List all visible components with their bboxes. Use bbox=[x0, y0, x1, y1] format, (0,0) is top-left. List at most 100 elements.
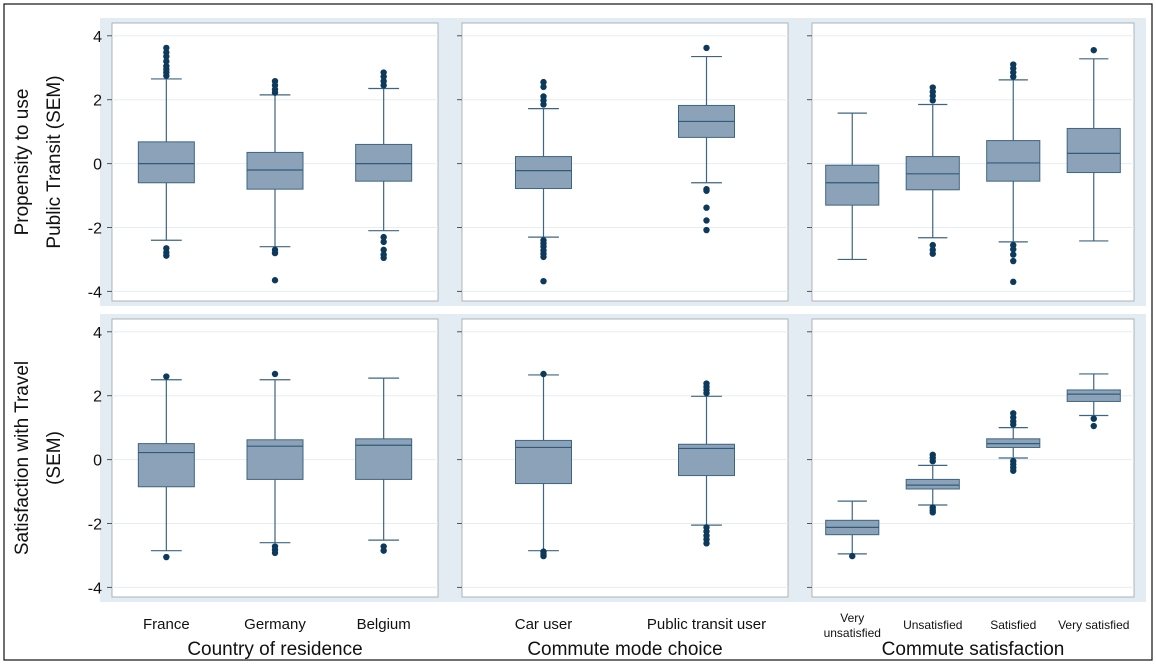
outlier-point bbox=[929, 250, 936, 257]
outlier-point bbox=[703, 44, 710, 52]
y-tick-label: 4 bbox=[93, 325, 102, 342]
y-tick-label: -4 bbox=[88, 580, 102, 597]
x-category-label: Very satisfied bbox=[1058, 618, 1129, 632]
outlier-point bbox=[380, 238, 387, 246]
outlier-point bbox=[271, 277, 279, 284]
y-tick-label: 0 bbox=[93, 157, 102, 174]
outlier-point bbox=[1010, 278, 1017, 286]
box-r0-c2-2 bbox=[986, 61, 1041, 286]
outlier-point bbox=[271, 249, 279, 257]
y-axis-title-line: Satisfaction with Travel bbox=[12, 361, 33, 555]
box-r1-c1-0 bbox=[515, 370, 572, 560]
outlier-point bbox=[380, 246, 387, 254]
x-category-label: Very bbox=[840, 611, 864, 625]
outlier-point bbox=[540, 93, 547, 100]
box-r0-c2-0 bbox=[825, 112, 880, 261]
outlier-point bbox=[1090, 422, 1097, 430]
outlier-point bbox=[929, 509, 936, 516]
outlier-point bbox=[703, 226, 710, 234]
outlier-point bbox=[849, 552, 856, 560]
outlier-point bbox=[163, 44, 170, 52]
y-axis-title-line: (SEM) bbox=[44, 431, 65, 485]
outlier-point bbox=[540, 253, 547, 261]
outlier-point bbox=[929, 97, 936, 104]
x-category-label: Unsatisfied bbox=[903, 618, 962, 632]
y-tick-label: -4 bbox=[88, 284, 102, 301]
outlier-point bbox=[380, 547, 387, 554]
box-r1-c2-0 bbox=[825, 500, 880, 560]
outlier-point bbox=[271, 370, 279, 378]
box-r1-c2-1 bbox=[905, 451, 960, 516]
x-category-label: unsatisfied bbox=[824, 626, 881, 640]
y-tick-label: 4 bbox=[93, 29, 102, 46]
box-r0-c2-3 bbox=[1066, 46, 1121, 242]
box-r1-c1-1 bbox=[678, 380, 735, 547]
outlier-point bbox=[1010, 257, 1017, 265]
plot-area-r0-c1 bbox=[461, 22, 789, 302]
outlier-point bbox=[271, 549, 279, 557]
outlier-point bbox=[163, 58, 170, 65]
y-tick-label: -2 bbox=[88, 221, 102, 238]
outlier-point bbox=[163, 553, 170, 561]
outlier-point bbox=[163, 62, 170, 70]
x-category-label: Car user bbox=[515, 616, 573, 633]
x-axis-title-col-2: Commute satisfaction bbox=[882, 639, 1065, 660]
iqr-box bbox=[905, 478, 960, 490]
y-tick-label: -2 bbox=[88, 517, 102, 534]
box-r1-c0-0 bbox=[137, 373, 195, 561]
iqr-box bbox=[905, 156, 960, 191]
x-category-label: Satisfied bbox=[990, 618, 1036, 632]
outlier-point bbox=[929, 241, 936, 249]
x-category-label: Germany bbox=[244, 616, 306, 633]
box-r0-c0-0 bbox=[137, 44, 195, 259]
outlier-point bbox=[540, 78, 547, 86]
outlier-point bbox=[1010, 246, 1017, 253]
y-axis-title-row-0: Propensity to use Public Transit (SEM) bbox=[12, 75, 65, 248]
outlier-point bbox=[703, 380, 710, 387]
outlier-point bbox=[1010, 467, 1017, 474]
x-category-label: France bbox=[143, 616, 190, 633]
outlier-point bbox=[1010, 410, 1017, 417]
outlier-point bbox=[703, 540, 710, 547]
y-tick-label: 2 bbox=[93, 93, 102, 110]
outlier-point bbox=[1010, 61, 1017, 68]
outlier-point bbox=[540, 83, 547, 91]
box-r1-c2-2 bbox=[986, 410, 1041, 474]
y-tick-label: 2 bbox=[93, 389, 102, 406]
outlier-point bbox=[929, 84, 936, 91]
box-r0-c2-1 bbox=[905, 84, 960, 257]
outlier-point bbox=[703, 204, 710, 211]
plot-area-r1-c2 bbox=[811, 318, 1135, 598]
outlier-point bbox=[540, 552, 547, 560]
iqr-box bbox=[678, 443, 735, 477]
outlier-point bbox=[380, 233, 387, 241]
y-axis-title-row-1: Satisfaction with Travel (SEM) bbox=[12, 361, 65, 555]
outlier-point bbox=[540, 277, 547, 285]
iqr-box bbox=[1066, 389, 1121, 402]
x-axis-title-col-1: Commute mode choice bbox=[527, 639, 722, 660]
box-r0-c0-1 bbox=[246, 77, 304, 284]
outlier-point bbox=[163, 252, 170, 259]
y-tick-label: 0 bbox=[93, 453, 102, 470]
outlier-point bbox=[163, 49, 170, 56]
box-r0-c1-0 bbox=[515, 78, 572, 285]
box-r1-c2-3 bbox=[1066, 373, 1121, 430]
outlier-point bbox=[380, 254, 387, 262]
x-category-label: Belgium bbox=[357, 616, 411, 633]
iqr-box bbox=[1066, 127, 1121, 174]
iqr-box bbox=[246, 151, 304, 190]
y-axis-title-line: Propensity to use bbox=[12, 89, 33, 236]
outlier-point bbox=[163, 373, 170, 380]
box-r0-c0-2 bbox=[355, 69, 413, 262]
iqr-box bbox=[137, 141, 195, 184]
outlier-point bbox=[703, 187, 710, 194]
outlier-point bbox=[1010, 251, 1017, 258]
outlier-point bbox=[380, 77, 387, 85]
x-axis-title-col-0: Country of residence bbox=[187, 639, 362, 660]
iqr-box bbox=[986, 140, 1041, 182]
outlier-point bbox=[540, 370, 547, 378]
outlier-point bbox=[1090, 46, 1097, 54]
box-r1-c0-1 bbox=[246, 370, 304, 557]
iqr-box bbox=[137, 443, 195, 488]
